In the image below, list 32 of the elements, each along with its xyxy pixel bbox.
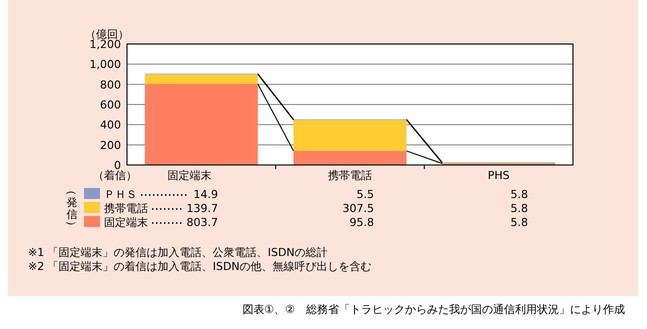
bar — [294, 150, 406, 165]
text: 図表①、② 総務省「トラヒックからみた我が国の通信利用状況」により作成 — [242, 303, 625, 316]
y-tick-label: 600 — [100, 98, 121, 112]
y-tick-label: 200 — [100, 138, 121, 152]
text: 14.9 — [194, 188, 218, 201]
y-axis-title: （億回） — [85, 28, 129, 41]
text: 5.8 — [510, 202, 528, 215]
text: 5.8 — [510, 216, 528, 229]
x-tick-label: PHS — [488, 169, 510, 182]
legend-title: （発信） — [65, 184, 78, 232]
legend-label: 固定端末 — [104, 216, 148, 229]
text: 5.8 — [510, 188, 528, 201]
x-tick-label: 携帯電話 — [328, 169, 372, 182]
y-tick-label: 1,000 — [90, 58, 121, 72]
x-axis-title: （着信） — [93, 169, 137, 182]
legend-label: 携帯電話 — [104, 202, 148, 215]
text: 5.5 — [356, 188, 374, 201]
text: ※2 「固定端末」の着信は加入電話、ISDNの他、無線呼び出しを含む — [28, 260, 372, 273]
y-tick-label: 1,200 — [90, 38, 121, 51]
bar — [144, 74, 258, 84]
y-tick-label: 800 — [100, 78, 121, 92]
x-tick-label: 固定端末 — [167, 169, 212, 182]
text: ※1 「固定端末」の発信は加入電話、公衆電話、ISDNの総計 — [28, 246, 328, 259]
bar — [144, 84, 258, 165]
y-tick-label: 0 — [114, 159, 121, 172]
y-tick-label: 400 — [100, 118, 121, 132]
text: 307.5 — [342, 202, 374, 215]
text: 95.8 — [350, 216, 374, 229]
bar — [294, 120, 406, 151]
text: 803.7 — [186, 216, 218, 229]
legend-label: ＰＨＳ — [104, 188, 137, 201]
text: 139.7 — [186, 202, 218, 215]
